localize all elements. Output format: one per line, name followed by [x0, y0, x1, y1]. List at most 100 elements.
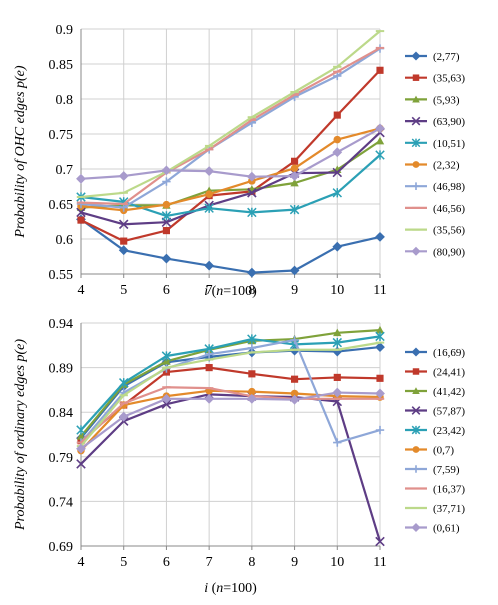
legend-label: (0,7) — [433, 445, 454, 457]
legend-item: (23,42) — [405, 425, 465, 437]
legend-label: (35,56) — [433, 225, 465, 237]
x-axis-label: i (n=100) — [204, 284, 257, 299]
legend-marker — [411, 51, 421, 61]
y-axis-label: Probability of OHC edges p(e) — [13, 65, 28, 238]
data-point — [332, 147, 343, 158]
legend-item: (80,90) — [405, 246, 465, 258]
series-line — [80, 386, 380, 444]
legend-item: (7,59) — [405, 464, 460, 476]
legend-marker — [412, 387, 420, 395]
y-tick-label: 0.7 — [56, 163, 74, 178]
data-point — [118, 411, 129, 422]
legend-marker — [412, 465, 420, 473]
y-tick-label: 0.9 — [56, 23, 74, 38]
legend-marker — [412, 368, 420, 375]
series-line — [80, 30, 381, 199]
legend-item: (16,37) — [405, 484, 465, 496]
data-point — [375, 388, 385, 399]
series-line — [80, 47, 381, 209]
x-tick-label: 8 — [248, 283, 255, 298]
data-point — [204, 166, 215, 177]
data-point — [375, 536, 385, 547]
series-line — [80, 69, 381, 243]
data-point — [248, 387, 256, 396]
data-point — [375, 231, 385, 242]
data-point — [333, 135, 342, 144]
legend-marker — [412, 446, 420, 453]
legend-label: (0,61) — [433, 523, 460, 535]
legend-label: (41,42) — [433, 386, 465, 398]
legend-item: (0,61) — [405, 523, 460, 535]
x-tick-label: 6 — [163, 555, 170, 570]
data-point — [76, 173, 86, 184]
legend-item: (63,90) — [405, 116, 465, 128]
data-point — [76, 199, 86, 209]
data-point — [161, 351, 172, 361]
data-point — [161, 165, 172, 176]
data-point — [162, 177, 171, 186]
series-line — [80, 393, 382, 542]
data-point — [291, 375, 299, 383]
series-line — [80, 341, 381, 447]
legend-label: (23,42) — [433, 425, 465, 437]
data-point — [118, 378, 129, 388]
y-tick-label: 0.65 — [49, 198, 74, 213]
legend-item: (41,42) — [405, 386, 465, 398]
legend-item: (35,56) — [405, 225, 465, 237]
x-tick-label: 5 — [120, 555, 127, 570]
data-point — [247, 334, 257, 344]
data-point — [76, 432, 86, 440]
legend-label: (57,87) — [433, 406, 465, 418]
data-point — [162, 200, 171, 209]
legend-label: (16,37) — [433, 484, 465, 496]
legend-marker — [411, 406, 421, 415]
series-(23,42) — [76, 331, 385, 435]
x-tick-label: 4 — [78, 283, 85, 298]
legend-label: (2,32) — [433, 160, 460, 172]
series-line — [80, 338, 381, 444]
chart-1: 0.55 0.6 0.65 0.7 0.75 0.8 0.85 0.9 4 5 6 7 8 9 10 11 (2… — [13, 23, 465, 299]
legend-marker — [411, 347, 421, 357]
data-point — [205, 190, 213, 198]
data-point — [246, 171, 257, 182]
legend-marker — [411, 425, 421, 435]
data-point — [118, 219, 129, 230]
data-point — [289, 265, 300, 276]
data-point — [375, 123, 385, 134]
data-point — [376, 374, 384, 382]
data-point — [289, 171, 300, 181]
x-tick-label: 9 — [291, 283, 298, 298]
data-point — [162, 357, 171, 365]
data-point — [76, 459, 86, 469]
legend-marker — [411, 138, 421, 148]
data-point — [376, 66, 384, 74]
chart-2: 0.69 0.74 0.79 0.84 0.89 0.94 4 5 6 7 8 9 10 11 (16,69… — [13, 317, 465, 596]
data-point — [161, 393, 172, 404]
data-point — [204, 260, 215, 271]
legend-marker — [411, 246, 421, 256]
legend-label: (16,69) — [433, 347, 465, 359]
legend-item: (24,41) — [405, 367, 465, 379]
legend-label: (80,90) — [433, 246, 465, 258]
series-line — [80, 127, 381, 212]
legend-item: (5,93) — [405, 94, 460, 106]
data-point — [205, 364, 213, 372]
legend-item: (35,63) — [405, 73, 465, 85]
data-point — [375, 331, 385, 342]
legend-label: (46,98) — [433, 181, 465, 193]
y-tick-label: 0.6 — [56, 233, 74, 248]
data-point — [375, 425, 385, 435]
data-point — [204, 393, 215, 404]
data-point — [77, 216, 85, 224]
series-(46,56) — [76, 46, 385, 206]
x-tick-label: 11 — [373, 283, 386, 298]
data-point — [333, 373, 341, 381]
legend-label: (10,51) — [433, 138, 465, 150]
data-point — [76, 207, 86, 218]
data-point — [333, 71, 342, 81]
y-axis-label: Probability of ordinary edges p(e) — [13, 339, 28, 531]
y-tick-label: 0.74 — [49, 495, 74, 510]
x-tick-label: 4 — [78, 555, 85, 570]
data-point — [290, 335, 299, 345]
